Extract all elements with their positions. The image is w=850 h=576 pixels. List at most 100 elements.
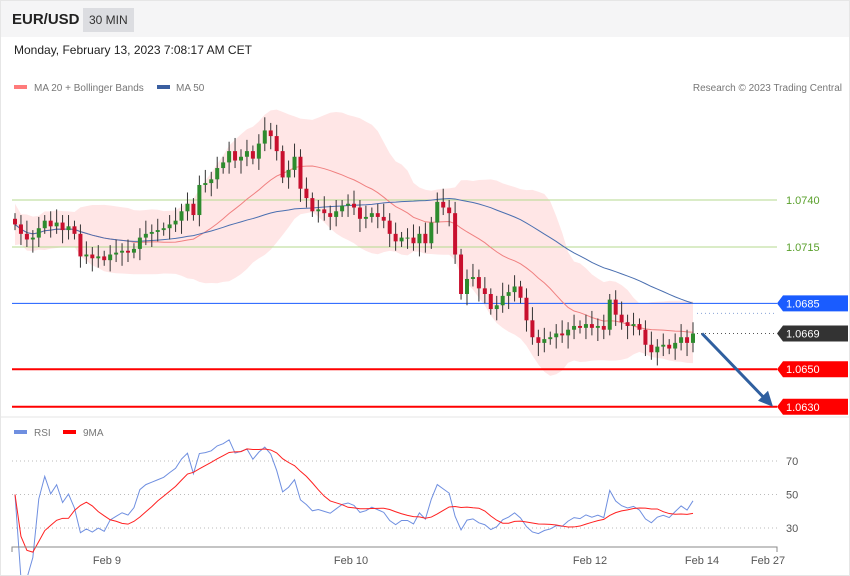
candle-body — [691, 333, 695, 343]
candle-body — [542, 339, 547, 343]
candle-body — [649, 344, 654, 353]
candle-body — [215, 168, 220, 180]
candle-body — [262, 130, 267, 144]
candle-body — [304, 188, 309, 199]
candle-body — [137, 237, 142, 249]
rsi-line — [14, 439, 694, 575]
price-tag-label: 1.0630 — [786, 402, 820, 414]
candle-body — [268, 130, 273, 137]
price-tag — [777, 325, 848, 342]
candle-body — [447, 207, 452, 214]
candle-body — [274, 136, 279, 152]
rsi-tick-label: 30 — [786, 523, 798, 535]
candle-body — [179, 211, 184, 221]
legend-ma20-swatch — [14, 85, 27, 89]
x-tick-label: Feb 10 — [334, 555, 368, 567]
candle-body — [72, 226, 77, 234]
candle-body — [679, 337, 684, 343]
candle-body — [209, 179, 214, 184]
candle-body — [244, 151, 249, 157]
candle-body — [530, 320, 535, 338]
x-tick-label: Feb 9 — [93, 555, 121, 567]
candle-body — [334, 211, 339, 217]
candle-body — [643, 329, 648, 345]
candle-body — [292, 156, 297, 170]
candle-body — [42, 220, 47, 229]
candle-body — [197, 184, 202, 216]
candle-body — [114, 252, 119, 255]
x-tick-label: Feb 14 — [685, 555, 719, 567]
candle-body — [60, 222, 65, 231]
arrow-head-icon — [758, 390, 773, 407]
candle-body — [191, 203, 196, 216]
candle-body — [393, 233, 398, 242]
candle-body — [613, 299, 618, 315]
candle-body — [500, 295, 505, 306]
price-tag — [777, 398, 848, 415]
datetime: Monday, February 13, 2023 7:08:17 AM CET — [14, 43, 252, 57]
candle-body — [239, 156, 243, 161]
candle-body — [381, 216, 386, 221]
candle-body — [316, 209, 321, 212]
candle-body — [453, 213, 458, 255]
candle-body — [90, 254, 95, 259]
candle-body — [221, 162, 226, 169]
bollinger-band — [15, 109, 693, 376]
candle-body — [583, 324, 588, 328]
candle-body — [24, 233, 29, 240]
candle-body — [506, 292, 511, 296]
candle-body — [595, 325, 600, 328]
candle-body — [601, 325, 606, 330]
symbol-title: EUR/USD — [12, 11, 80, 28]
candle-body — [435, 201, 440, 223]
candle-body — [375, 213, 380, 217]
level-label: 1.0715 — [786, 242, 820, 254]
candle-body — [387, 220, 392, 234]
candle-body — [185, 203, 190, 212]
rsi-tick-label: 70 — [786, 456, 798, 468]
candle-body — [631, 324, 636, 326]
timeframe-button[interactable]: 30 MIN — [83, 8, 134, 32]
candle-body — [554, 333, 559, 338]
candle-body — [322, 209, 327, 214]
candle-body — [155, 230, 160, 232]
x-tick-label: Feb 12 — [573, 555, 607, 567]
price-tag — [777, 361, 848, 378]
candle-body — [143, 233, 148, 238]
price-tag — [777, 295, 848, 312]
candle-body — [13, 218, 17, 225]
candle-body — [346, 203, 351, 206]
candle-body — [357, 207, 362, 219]
candle-body — [84, 254, 89, 257]
rsi-ma-line — [14, 448, 694, 553]
rsi-tick-label: 50 — [786, 490, 798, 502]
candle-body — [36, 228, 41, 238]
price-tag-label: 1.0669 — [786, 328, 820, 340]
candle-body — [399, 237, 404, 242]
candle-body — [18, 224, 23, 234]
candle-body — [369, 213, 374, 217]
header: EUR/USD 30 MIN — [1, 1, 849, 37]
x-tick-label: Feb 27 — [751, 555, 785, 567]
candle-body — [429, 222, 434, 244]
level-label: 1.0740 — [786, 195, 820, 207]
candle-body — [578, 325, 582, 328]
candle-body — [352, 203, 356, 208]
candle-body — [423, 233, 428, 244]
candle-body — [78, 233, 83, 257]
candle-body — [280, 151, 285, 178]
candle-body — [661, 344, 666, 347]
legend-rsi-swatch — [14, 430, 27, 434]
candle-body — [607, 299, 612, 330]
legend-ma50-swatch — [157, 85, 170, 89]
candle-body — [48, 220, 53, 227]
candle-body — [524, 297, 529, 321]
candle-body — [233, 151, 238, 161]
candle-body — [560, 333, 565, 336]
candle-body — [417, 233, 422, 244]
candle-body — [227, 151, 232, 163]
candle-body — [405, 237, 410, 239]
candle-body — [108, 254, 113, 261]
